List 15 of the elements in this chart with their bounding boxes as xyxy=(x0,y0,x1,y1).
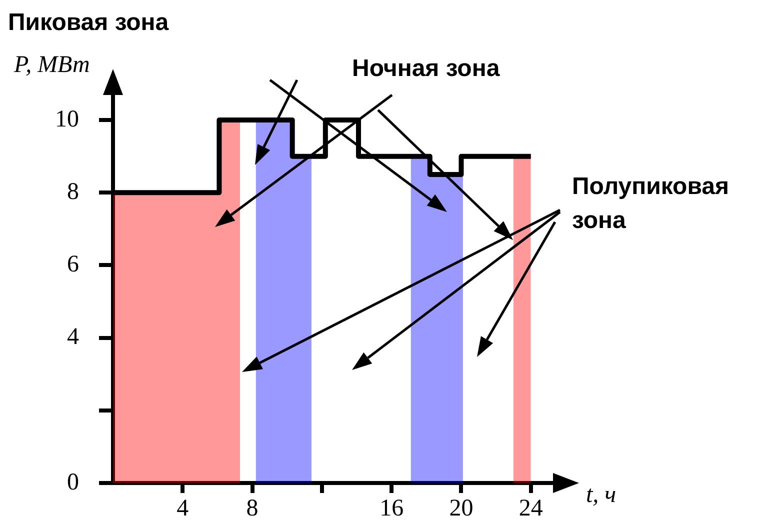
y-tick-label: 0 xyxy=(67,469,79,496)
text: Полупиковая зона xyxy=(572,172,730,236)
y-tick-label: 4 xyxy=(67,324,79,350)
y-axis-title: P, МВт xyxy=(14,52,90,79)
y-tick-label: 6 xyxy=(67,252,79,278)
text: Пиковая зона xyxy=(8,8,170,38)
x-tick-label: 24 xyxy=(518,496,543,522)
x-tick-label: 8 xyxy=(246,496,258,522)
x-tick-label: 16 xyxy=(380,496,404,522)
y-tick-label: 10 xyxy=(55,106,79,132)
y-tick-label: 8 xyxy=(67,178,79,205)
x-tick-label: 4 xyxy=(176,496,189,522)
text: Ночная зона xyxy=(352,54,501,84)
x-tick-label: 20 xyxy=(449,496,474,522)
x-axis-title: t, ч xyxy=(586,482,616,509)
